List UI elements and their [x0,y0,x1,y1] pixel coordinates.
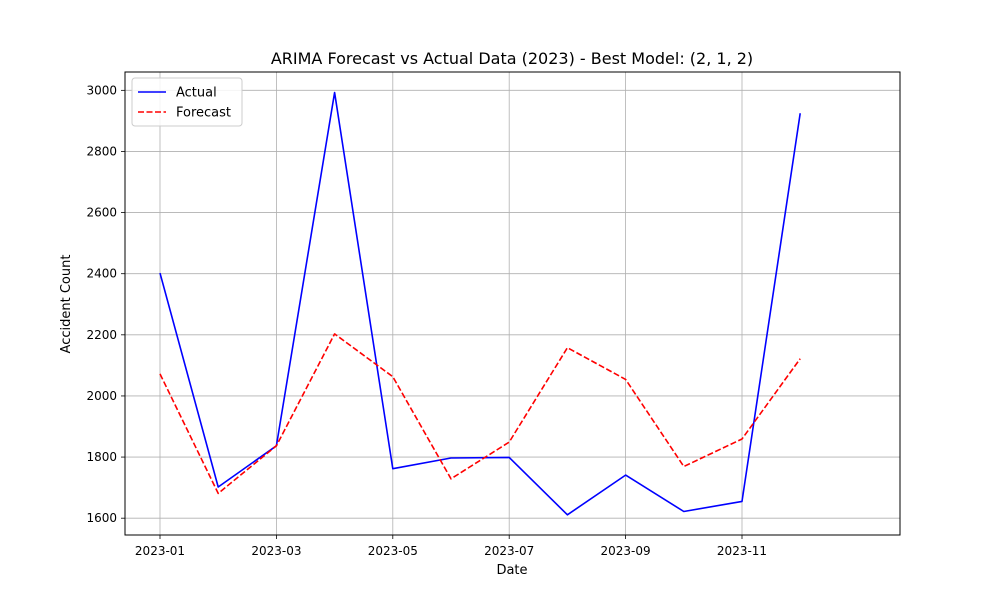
y-tick-label: 1800 [86,450,117,464]
legend-label-actual: Actual [176,86,217,101]
plot-frame [124,71,901,536]
y-tick-label: 3000 [86,83,117,97]
x-tick-label: 2023-09 [601,544,651,558]
grid-lines [125,72,900,535]
series-line-actual [159,91,801,516]
series-line-forecast [159,333,801,495]
y-tick-label: 2600 [86,206,117,220]
legend-box [131,77,243,127]
chart-title: ARIMA Forecast vs Actual Data (2023) - B… [271,49,753,68]
y-tick-label: 2400 [86,267,117,281]
y-axis-ticks: 1600 1800 2000 2200 2400 2600 2800 3000 [86,83,125,525]
x-tick-label: 2023-03 [251,544,301,558]
legend-label-forecast: Forecast [176,106,231,121]
y-tick-label: 1600 [86,511,117,525]
series-lines [159,91,801,516]
y-axis-label: Accident Count [59,255,74,354]
x-tick-label: 2023-05 [368,544,418,558]
x-axis-ticks: 2023-01 2023-03 2023-05 2023-07 2023-09 2023-… [135,535,767,558]
x-tick-label: 2023-01 [135,544,185,558]
x-tick-label: 2023-11 [717,544,767,558]
legend: Actual Forecast [131,77,243,127]
y-tick-label: 2000 [86,389,117,403]
x-axis-label: Date [496,563,527,578]
x-tick-label: 2023-07 [484,544,534,558]
y-tick-label: 2200 [86,328,117,342]
y-tick-label: 2800 [86,144,117,158]
